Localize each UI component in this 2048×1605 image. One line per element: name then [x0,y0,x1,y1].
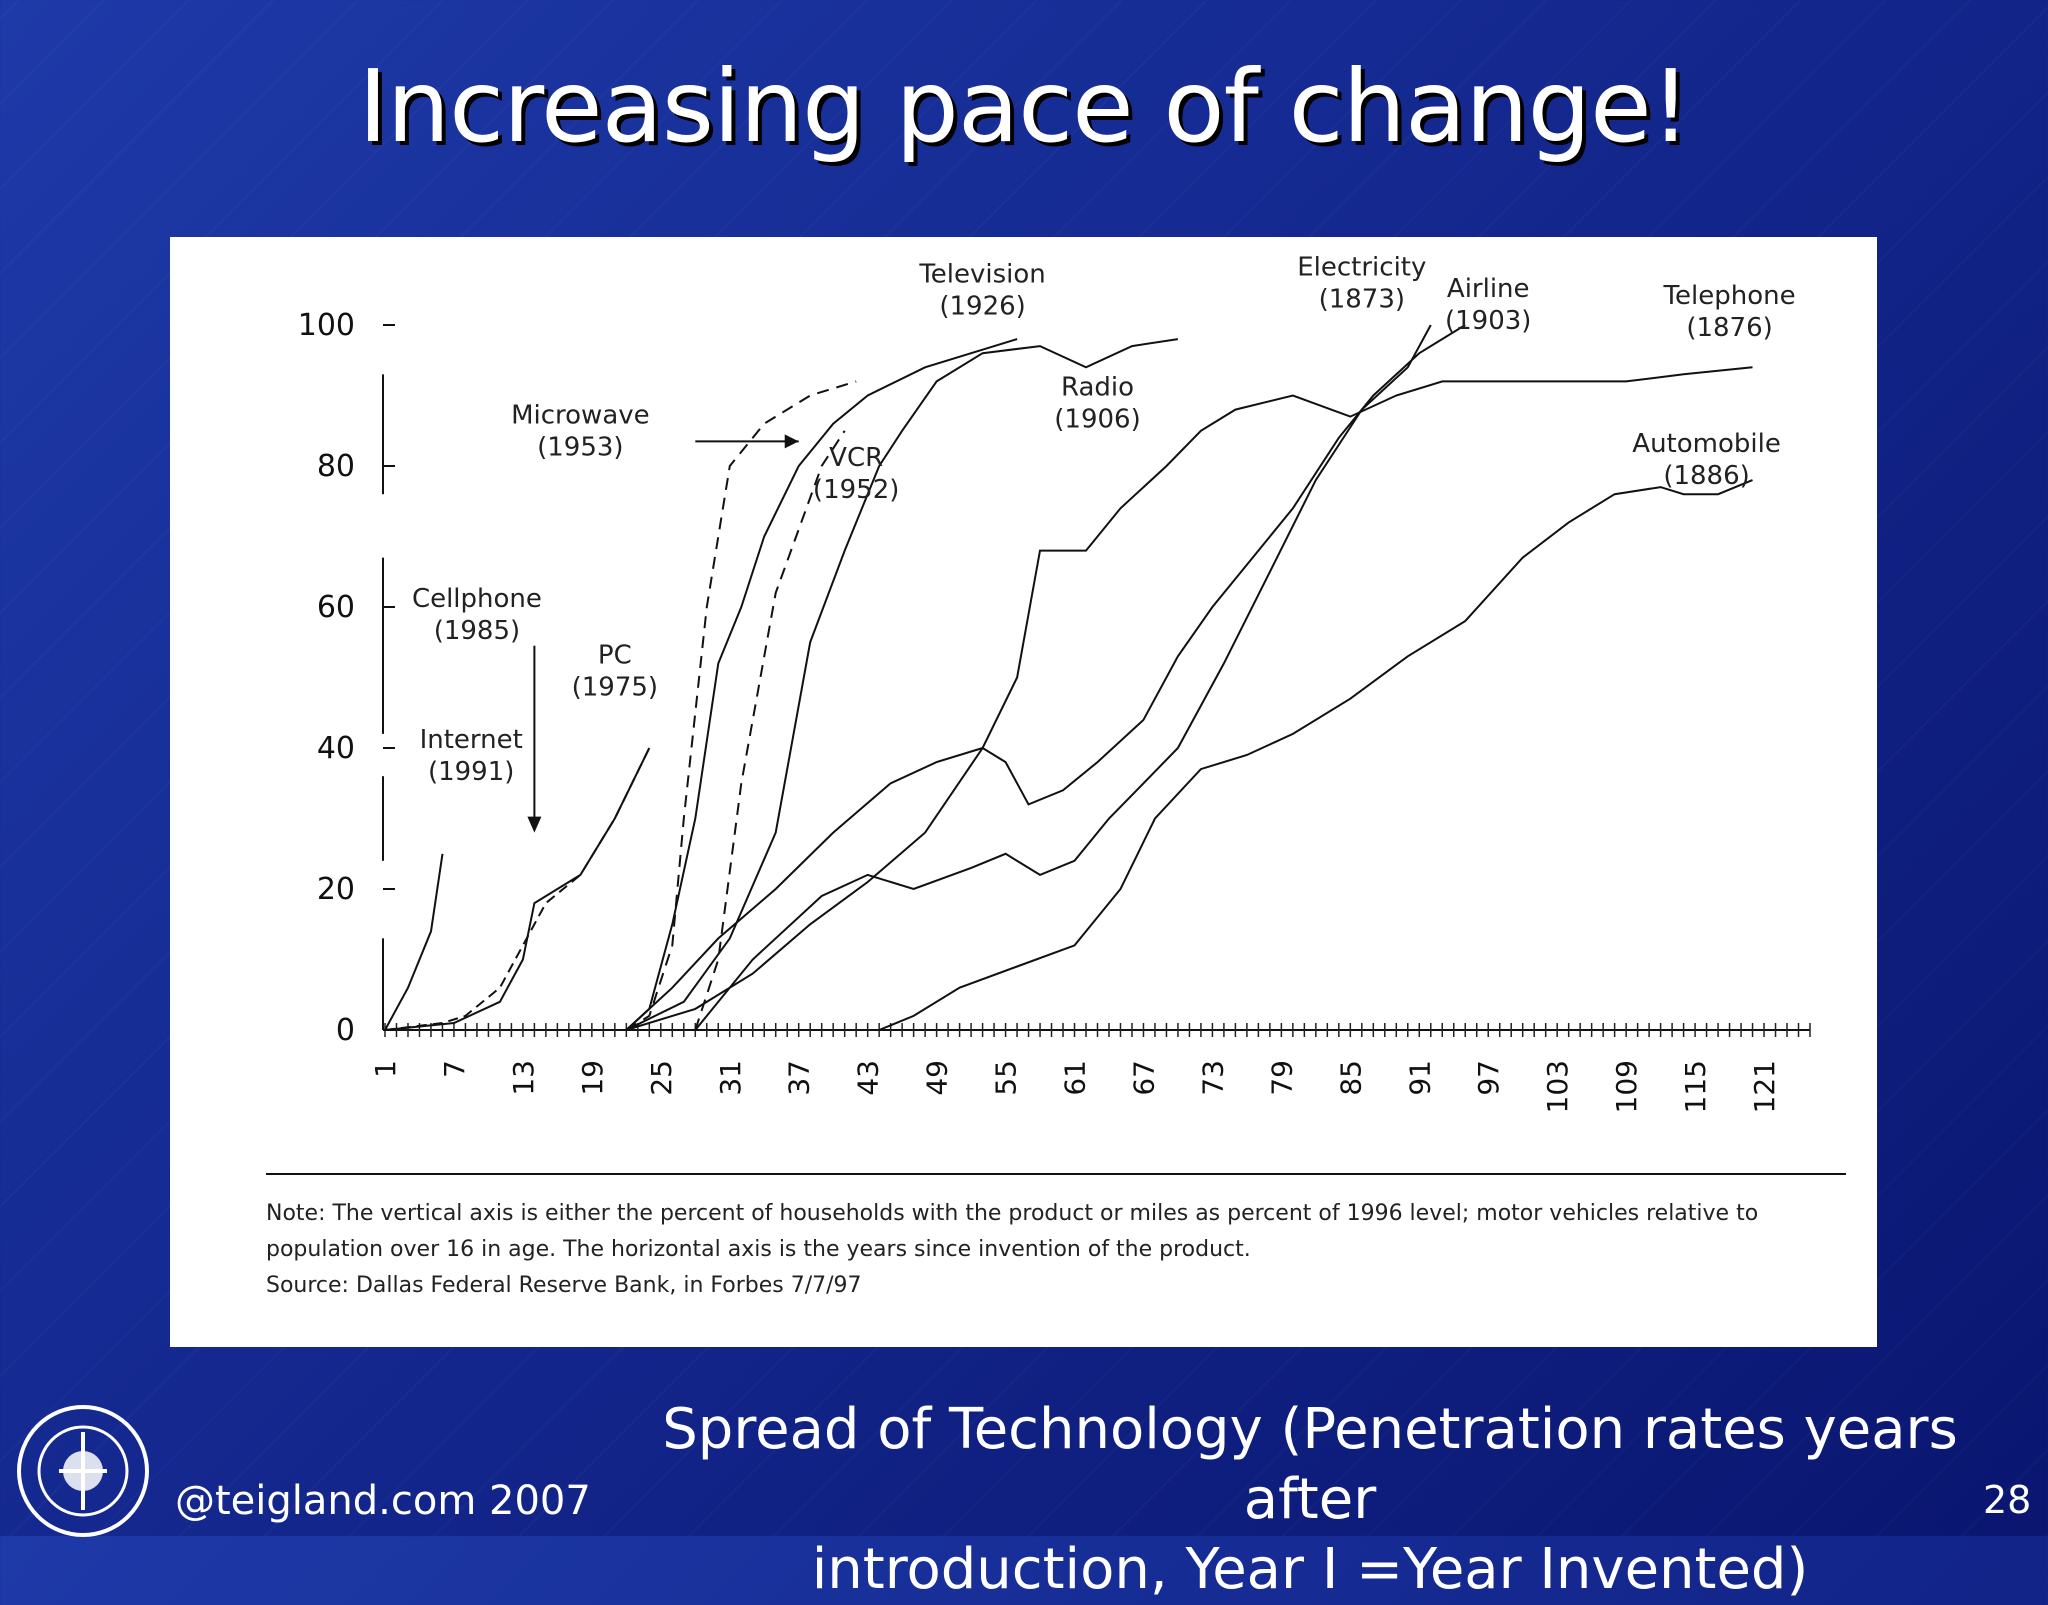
y-tick-label: 40 [317,731,355,766]
x-tick-label: 61 [1059,1060,1092,1096]
series-label-year: (1876) [1686,313,1772,343]
series-label-year: (1953) [537,433,623,463]
series-label-year: (1952) [813,475,899,505]
source-line: Source: Dallas Federal Reserve Bank, in … [266,1273,862,1298]
caption-line-1: Spread of Technology (Penetration rates … [662,1397,1958,1532]
x-tick-label: 37 [783,1060,816,1096]
series-label-name: Airline [1447,274,1530,304]
y-tick-label: 80 [317,449,355,484]
series-line-vcr [694,430,846,1031]
series-label-name: Telephone [1663,281,1796,311]
x-tick-label: 79 [1265,1060,1298,1096]
series-line-telephone [626,366,1753,1031]
series-label-name: Microwave [511,401,650,431]
y-tick-label: 20 [317,872,355,907]
x-tick-label: 109 [1610,1060,1643,1113]
x-tick-label: 67 [1127,1060,1160,1096]
note-line-1: Note: The vertical axis is either the pe… [266,1201,1759,1226]
y-tick-label: 0 [336,1013,355,1048]
x-tick-label: 115 [1679,1060,1712,1113]
series-label-year: (1975) [572,672,658,702]
y-tick-label: 100 [298,308,355,343]
x-tick-label: 103 [1541,1060,1574,1113]
x-tick-label: 49 [921,1060,954,1096]
series-line-pc [384,747,651,1031]
series-label-name: Television [918,260,1045,290]
cellphone-arrow-head [527,816,542,833]
chart-series-lines [384,324,1753,1031]
x-tick-label: 121 [1748,1060,1781,1113]
series-line-radio [625,338,1179,1031]
series-line-television [625,338,1018,1031]
x-tick-label: 55 [990,1060,1023,1096]
x-tick-label: 7 [438,1060,471,1078]
series-line-automobile [878,479,1753,1031]
note-line-2: population over 16 in age. The horizonta… [266,1237,1251,1262]
x-tick-label: 97 [1472,1060,1505,1096]
series-label-year: (1985) [434,616,520,646]
x-tick-label: 91 [1403,1060,1436,1096]
series-line-internet [384,853,444,1031]
series-label-year: (1926) [939,292,1025,322]
series-label-name: Internet [420,725,523,755]
series-label-year: (1906) [1054,405,1140,435]
series-label-name: Electricity [1297,253,1426,283]
x-tick-label: 19 [576,1060,609,1096]
series-label-name: Automobile [1632,429,1781,459]
x-tick-label: 85 [1334,1060,1367,1096]
slide-caption: Spread of Technology (Penetration rates … [600,1395,2020,1605]
series-line-electricity [625,324,1466,1031]
x-tick-label: 13 [507,1060,540,1096]
chart-series-labels: Internet(1991) Cellphone(1985) PC(1975) Mic… [412,253,1796,787]
university-seal-logo [17,1405,149,1537]
y-tick-label: 60 [317,590,355,625]
series-label-year: (1991) [428,757,514,787]
series-line-airline [694,324,1432,1031]
series-line-microwave [625,380,857,1031]
series-label-name: VCR [829,443,883,473]
series-label-year: (1886) [1663,461,1749,491]
x-tick-label: 43 [852,1060,885,1096]
x-tick-label: 73 [1196,1060,1229,1096]
series-label-name: Radio [1061,373,1134,403]
x-tick-label: 31 [714,1060,747,1096]
series-line-cellphone [384,747,651,1031]
page-number: 28 [1983,1478,2032,1522]
x-tick-label: 25 [645,1060,678,1096]
footer-credit: @teigland.com 2007 [175,1478,591,1524]
series-label-name: Cellphone [412,584,542,614]
microwave-arrow-head [784,434,799,449]
caption-line-2: introduction, Year I =Year Invented) [811,1537,1809,1602]
chart-arrows [527,434,799,833]
slide-title: Increasing pace of change! [358,48,1690,165]
chart-panel: 1 7 13 19 25 31 37 43 49 55 61 67 73 79 85 91 97 103 109 11… [170,237,1877,1347]
x-tick-label: 1 [369,1060,402,1078]
penetration-chart: 1 7 13 19 25 31 37 43 49 55 61 67 73 79 85 91 97 103 109 11… [298,253,1811,1113]
series-label-year: (1903) [1445,306,1531,336]
chart-axes: 1 7 13 19 25 31 37 43 49 55 61 67 73 79 85 91 97 103 109 11… [298,308,1811,1113]
series-label-year: (1873) [1319,285,1405,315]
series-label-name: PC [598,640,632,670]
notes-divider [266,1173,1846,1175]
